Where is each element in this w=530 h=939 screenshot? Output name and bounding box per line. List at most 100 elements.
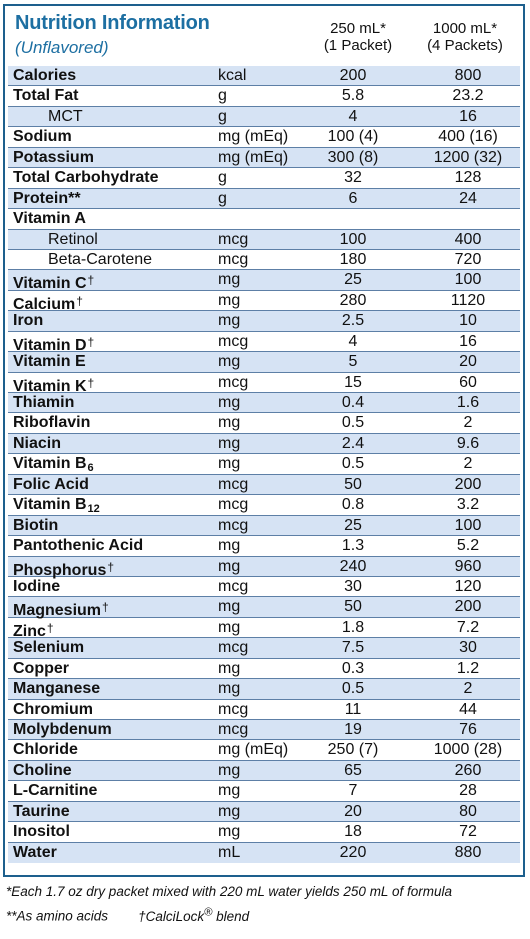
nutrient-name: Potassium <box>13 148 94 168</box>
nutrient-unit: g <box>218 169 227 187</box>
value-1000ml: 960 <box>454 557 482 575</box>
nutrient-name-text: Chromium <box>13 700 93 718</box>
table-row: Selenium mcg 7.5 30 <box>8 638 520 659</box>
table-row: Retinol mcg 100 400 <box>8 229 520 250</box>
nutrition-panel: Nutrition Information (Unflavored) 250 m… <box>3 4 525 877</box>
value-1000ml: 72 <box>459 823 477 841</box>
column-header-1000ml-line1: 1000 mL* <box>432 20 498 37</box>
nutrient-name-text: Calories <box>13 67 77 84</box>
value-1000ml: 120 <box>454 577 482 595</box>
value-1000ml: 2 <box>463 455 473 473</box>
table-row: Choline mg 65 260 <box>8 760 520 782</box>
footnote-serving: *Each 1.7 oz dry packet mixed with 220 m… <box>6 884 452 899</box>
nutrient-name: Phosphorus† <box>13 557 114 581</box>
nutrient-name: Vitamin D† <box>13 332 94 356</box>
nutrient-name: Zinc† <box>13 618 54 642</box>
column-header-250ml-line2: (1 Packet) <box>323 37 393 54</box>
nutrient-unit: mg <box>218 680 241 698</box>
nutrient-name: Beta-Carotene <box>48 250 152 270</box>
nutrient-name: Chromium <box>13 700 93 720</box>
table-row: Folic Acid mcg 50 200 <box>8 474 520 496</box>
nutrient-name-text: Choline <box>13 761 72 779</box>
nutrient-name-text: Water <box>13 843 57 861</box>
value-250ml: 4 <box>348 332 358 350</box>
nutrient-name-text: Vitamin B <box>13 496 87 514</box>
value-250ml: 2.5 <box>341 312 365 330</box>
dagger-mark: † <box>76 293 83 308</box>
table-row: Riboflavin mg 0.5 2 <box>8 413 520 434</box>
value-1000ml: 5.2 <box>456 537 480 555</box>
nutrient-unit: mg <box>218 802 241 820</box>
nutrient-unit: mg <box>218 455 241 473</box>
value-1000ml: 1.2 <box>456 659 480 677</box>
nutrient-unit: mcg <box>218 230 249 248</box>
value-1000ml: 30 <box>459 639 477 657</box>
nutrient-name: Vitamin E <box>13 352 86 372</box>
nutrient-unit: mg <box>218 394 241 411</box>
column-header-250ml-line1: 250 mL* <box>330 20 386 37</box>
column-header-1000ml-line2: (4 Packets) <box>427 37 503 54</box>
table-row: Calories kcal 200 800 <box>8 66 520 87</box>
table-row: Pantothenic Acid mg 1.3 5.2 <box>8 536 520 557</box>
nutrient-unit: mg <box>218 598 241 616</box>
nutrient-name: Riboflavin <box>13 413 90 433</box>
table-row: Niacin mg 2.4 9.6 <box>8 433 520 455</box>
value-1000ml: 9.6 <box>456 434 480 452</box>
value-250ml: 0.5 <box>341 455 365 473</box>
value-1000ml: 44 <box>459 700 477 718</box>
nutrient-name: Biotin <box>13 516 58 536</box>
value-250ml: 18 <box>344 823 362 841</box>
nutrient-unit: mg <box>218 353 241 371</box>
nutrient-unit: mg <box>218 537 241 555</box>
nutrient-name: Manganese <box>13 679 100 699</box>
footnote-amino-acids: **As amino acids <box>6 908 109 924</box>
nutrient-name: Sodium <box>13 127 72 147</box>
value-1000ml: 28 <box>459 782 477 800</box>
value-250ml: 0.3 <box>341 659 365 677</box>
nutrient-name: Vitamin K† <box>13 373 94 397</box>
subscript: 12 <box>87 503 100 516</box>
nutrient-name-text: Vitamin A <box>13 210 86 228</box>
nutrient-name: Vitamin B12 <box>13 495 100 519</box>
nutrient-name: Molybdenum <box>13 720 112 740</box>
value-250ml: 0.8 <box>341 496 365 514</box>
nutrient-unit: mg <box>218 312 241 330</box>
nutrient-name: L-Carnitine <box>13 781 97 801</box>
value-1000ml: 800 <box>454 67 482 84</box>
nutrient-name-text: Iodine <box>13 577 61 595</box>
value-1000ml: 880 <box>454 843 482 861</box>
value-1000ml: 100 <box>454 516 482 534</box>
nutrient-name: Selenium <box>13 638 84 658</box>
table-row: Vitamin C† mg 25 100 <box>8 270 520 292</box>
value-1000ml: 7.2 <box>456 618 480 636</box>
nutrient-name: Calories <box>13 66 76 86</box>
value-250ml: 7 <box>348 782 358 800</box>
value-1000ml: 23.2 <box>452 87 484 105</box>
value-1000ml: 400 <box>454 230 482 248</box>
footnote-calcilock: †CalciLock® blend <box>138 906 249 924</box>
value-250ml: 300 (8) <box>327 148 379 166</box>
nutrient-unit: mg <box>218 782 241 800</box>
table-row: Chromium mcg 11 44 <box>8 700 520 720</box>
value-1000ml: 2 <box>463 680 473 698</box>
table-row: Phosphorus† mg 240 960 <box>8 556 520 579</box>
value-250ml: 0.5 <box>341 680 365 698</box>
nutrient-name-text: Chloride <box>13 741 78 759</box>
nutrient-unit: mg <box>218 618 241 636</box>
value-250ml: 1.8 <box>341 618 365 636</box>
value-1000ml: 100 <box>454 271 482 289</box>
nutrient-unit: mg (mEq) <box>218 128 289 146</box>
table-row: Iron mg 2.5 10 <box>8 311 520 332</box>
value-1000ml: 20 <box>459 353 477 371</box>
nutrient-name-text: Total Fat <box>13 87 79 105</box>
value-250ml: 65 <box>344 761 362 779</box>
value-1000ml: 1.6 <box>456 394 480 411</box>
table-row: Vitamin E mg 5 20 <box>8 352 520 373</box>
nutrient-unit: mL <box>218 843 241 861</box>
value-250ml: 1.3 <box>341 537 365 555</box>
value-250ml: 5 <box>348 353 358 371</box>
registered-mark: ® <box>204 906 213 918</box>
nutrient-unit: mcg <box>218 332 249 350</box>
value-1000ml: 76 <box>459 721 477 738</box>
nutrient-name-text: Taurine <box>13 802 70 820</box>
